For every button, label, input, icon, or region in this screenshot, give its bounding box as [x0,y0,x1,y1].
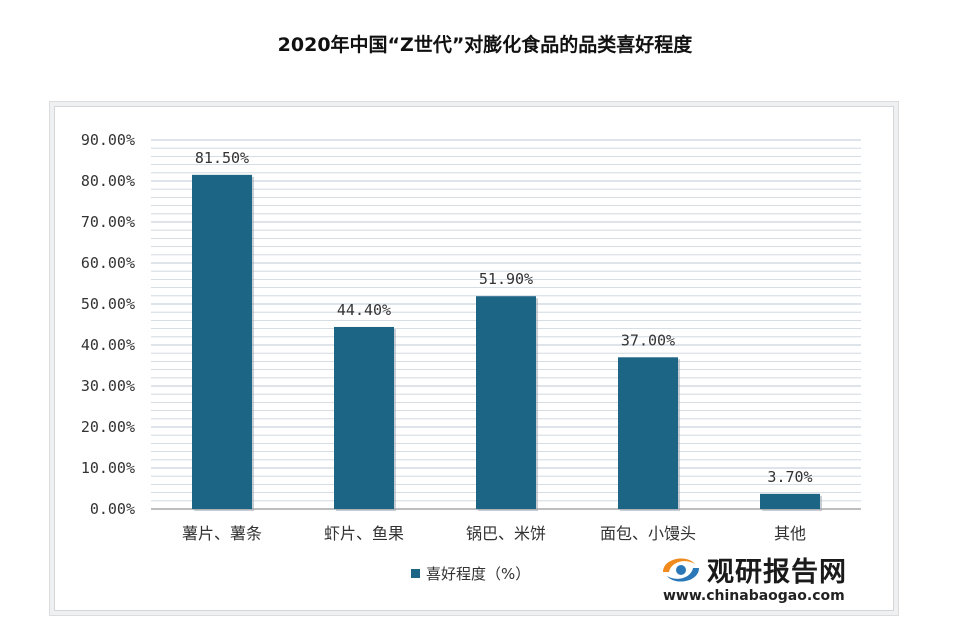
y-tick-label: 70.00% [81,213,135,231]
y-tick-label: 30.00% [81,377,135,395]
bar-0 [192,174,252,509]
y-tick-label: 50.00% [81,295,135,313]
y-tick-label: 40.00% [81,336,135,354]
watermark-logo-text: 观研报告网 [707,557,847,588]
data-label: 3.70% [767,468,812,486]
bar-1 [334,326,394,509]
bar-2 [476,296,536,509]
y-tick-label: 80.00% [81,172,135,190]
x-category-label: 虾片、鱼果 [324,524,404,543]
y-tick-label: 10.00% [81,459,135,477]
watermark: 观研报告网 www.chinabaogao.com [655,548,895,608]
y-tick-label: 0.00% [90,500,135,518]
data-label: 81.50% [195,149,249,167]
data-label: 51.90% [479,270,533,288]
x-category-label: 面包、小馒头 [600,524,696,543]
y-tick-label: 20.00% [81,418,135,436]
legend: 喜好程度（%） [411,565,530,583]
y-tick-label: 90.00% [81,131,135,149]
label-layer: 81.50% 薯片、薯条 44.40% 虾片、鱼果 51.90% 锅巴、米饼 37.00% 面… [182,149,813,543]
watermark-url: www.chinabaogao.com [663,588,845,604]
bar-chart: 0.00% 10.00% 20.00% 30.00% 40.00% 50.00% 60.00… [81,131,861,583]
bar-4 [760,493,820,509]
chart-frame: 0.00% 10.00% 20.00% 30.00% 40.00% 50.00% 60.00… [54,106,894,611]
bar-layer [192,174,822,511]
x-category-label: 其他 [774,524,806,543]
bar-3 [618,357,678,509]
x-category-label: 锅巴、米饼 [466,524,546,543]
x-category-label: 薯片、薯条 [182,524,262,543]
legend-swatch [411,569,420,578]
y-tick-label: 60.00% [81,254,135,272]
chinabaogao-logo-icon [663,558,699,582]
legend-label: 喜好程度（%） [426,565,530,583]
data-label: 44.40% [337,301,391,319]
page-title: 2020年中国“Z世代”对膨化食品的品类喜好程度 [277,34,693,56]
data-label: 37.00% [621,331,675,349]
